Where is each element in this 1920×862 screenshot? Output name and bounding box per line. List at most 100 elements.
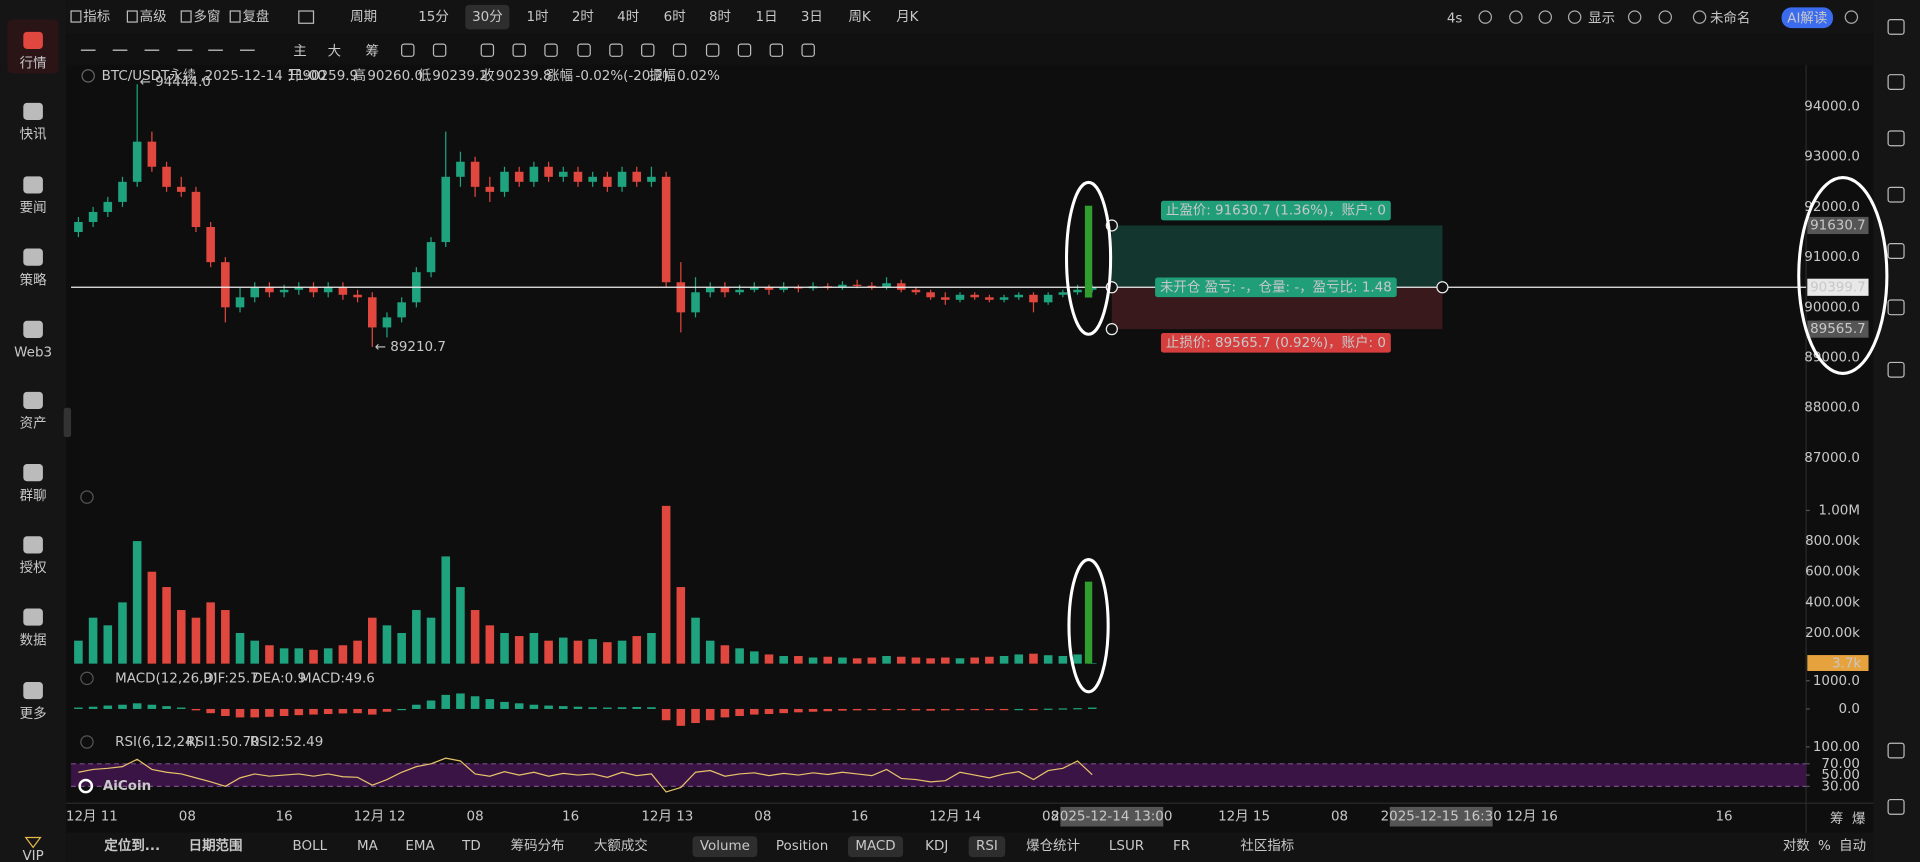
draw-label[interactable]: 筹 <box>366 42 379 59</box>
rail-icon[interactable] <box>1887 18 1905 35</box>
toolbar-icon[interactable] <box>1478 10 1493 24</box>
indicator-button[interactable]: RSI <box>976 839 998 854</box>
rail-icon[interactable] <box>1887 130 1905 147</box>
interval-button[interactable]: 3日 <box>801 10 823 25</box>
toolbar-icon[interactable] <box>1844 10 1859 24</box>
draw-tool[interactable] <box>705 43 720 57</box>
draw-tool[interactable] <box>401 43 415 57</box>
draw-tool[interactable] <box>512 43 526 57</box>
bottom-left-button[interactable]: 定位到... <box>104 837 160 854</box>
sidebar-label[interactable]: 策略 <box>20 271 47 288</box>
rail-icon[interactable] <box>1887 299 1905 316</box>
toolbar-right[interactable]: 4s <box>1447 11 1463 26</box>
bottom-left-button[interactable]: 日期范围 <box>189 837 243 854</box>
interval-button[interactable]: 1日 <box>756 10 778 25</box>
rail-icon[interactable] <box>1887 186 1905 203</box>
volume-bar <box>412 610 421 664</box>
rail-icon[interactable] <box>1887 243 1905 259</box>
sidebar-label[interactable]: Web3 <box>14 346 52 361</box>
indicator-button[interactable]: 社区指标 <box>1240 838 1294 854</box>
period-button[interactable]: 周期 <box>350 9 377 25</box>
indicator-button[interactable]: 大额成交 <box>594 837 648 854</box>
collapse-icon[interactable] <box>80 671 94 686</box>
interval-button[interactable]: 2时 <box>572 9 594 25</box>
draw-tool[interactable] <box>641 43 655 57</box>
collapse-icon[interactable] <box>80 490 94 504</box>
position-handle[interactable] <box>1436 281 1449 294</box>
indicator-button[interactable]: BOLL <box>293 839 328 854</box>
sidebar-label[interactable]: 要闻 <box>20 200 47 216</box>
corner-button[interactable]: 爆 <box>1852 811 1866 827</box>
interval-button[interactable]: 30分 <box>472 9 503 25</box>
draw-tool[interactable] <box>609 43 623 57</box>
toolbar-icon[interactable] <box>1509 10 1523 24</box>
scale-option[interactable]: 自动 <box>1839 838 1866 854</box>
indicator-button[interactable]: TD <box>461 839 481 854</box>
toolbar-right[interactable]: 未命名 <box>1710 9 1750 26</box>
scale-option[interactable]: 对数 <box>1783 838 1810 854</box>
macd-bar <box>1073 708 1082 710</box>
indicator-button[interactable]: MACD <box>855 839 895 854</box>
toolbar-icon[interactable] <box>1692 10 1707 24</box>
indicator-button[interactable]: LSUR <box>1109 839 1144 854</box>
sidebar-label[interactable]: 更多 <box>20 705 47 722</box>
macd-bar <box>279 708 289 716</box>
indicator-button[interactable]: EMA <box>405 839 435 854</box>
rail-icon[interactable] <box>1887 74 1905 90</box>
interval-button[interactable]: 周K <box>848 10 871 25</box>
interval-button[interactable]: 8时 <box>709 9 731 25</box>
tool-button[interactable]: 指标 <box>83 9 110 25</box>
indicator-button[interactable]: 筹码分布 <box>511 837 565 854</box>
toolbar-icon[interactable] <box>1658 10 1673 24</box>
draw-tool[interactable] <box>672 43 687 57</box>
draw-tool[interactable] <box>480 43 495 57</box>
volume-bar <box>206 602 215 664</box>
interval-button[interactable]: 15分 <box>418 9 449 25</box>
toolbar-right[interactable]: 显示 <box>1588 11 1615 26</box>
tool-button[interactable]: 复盘 <box>242 8 269 25</box>
rail-icon[interactable] <box>1887 742 1905 759</box>
rail-icon[interactable] <box>1887 798 1905 815</box>
sidebar-collapse[interactable] <box>63 407 72 438</box>
sidebar-label[interactable]: 行情 <box>20 56 47 72</box>
sidebar-label[interactable]: 数据 <box>20 632 47 648</box>
interval-button[interactable]: 月K <box>896 10 919 25</box>
toolbar-icon[interactable] <box>1627 10 1642 24</box>
toolbar-icon[interactable] <box>1538 10 1553 24</box>
chart-type-icon[interactable] <box>298 10 315 24</box>
draw-tool[interactable] <box>737 43 752 57</box>
tool-button[interactable]: 多窗 <box>194 8 221 25</box>
indicator-button[interactable]: Position <box>776 839 828 854</box>
indicator-button[interactable]: FR <box>1173 839 1190 854</box>
indicator-button[interactable]: Volume <box>700 839 750 854</box>
corner-button[interactable]: 筹 <box>1830 810 1843 827</box>
interval-button[interactable]: 6时 <box>664 9 686 25</box>
toolbar-right[interactable]: AI解读 <box>1787 10 1827 26</box>
sidebar-label[interactable]: 群聊 <box>20 488 47 504</box>
toolbar-icon[interactable] <box>1567 10 1582 24</box>
indicator-button[interactable]: MA <box>357 839 379 854</box>
draw-tool[interactable] <box>577 43 591 57</box>
draw-tool[interactable] <box>769 43 784 57</box>
collapse-icon[interactable] <box>80 735 94 749</box>
draw-tool[interactable] <box>801 43 815 57</box>
draw-label[interactable]: 大 <box>328 43 341 59</box>
position-handle[interactable] <box>1105 323 1118 336</box>
indicator-button[interactable]: 爆仓统计 <box>1026 838 1080 854</box>
sidebar-label[interactable]: 快讯 <box>20 127 47 143</box>
sidebar-label[interactable]: 授权 <box>20 559 47 576</box>
sidebar-label[interactable]: 资产 <box>20 416 47 432</box>
scale-option[interactable]: % <box>1818 839 1831 854</box>
tool-button[interactable]: 高级 <box>140 8 167 25</box>
draw-tool[interactable] <box>432 43 447 57</box>
indicator-button[interactable]: KDJ <box>925 839 948 854</box>
interval-button[interactable]: 4时 <box>617 9 639 25</box>
interval-button[interactable]: 1时 <box>527 9 549 25</box>
y-tick-label: 100.00 <box>1813 740 1860 755</box>
ai-button-bg[interactable] <box>1781 7 1834 29</box>
draw-label[interactable]: 主 <box>293 43 306 59</box>
collapse-icon[interactable] <box>81 69 95 83</box>
draw-tool[interactable] <box>544 43 558 57</box>
rail-icon[interactable] <box>1887 361 1905 378</box>
vip-label[interactable]: VIP <box>22 849 43 862</box>
